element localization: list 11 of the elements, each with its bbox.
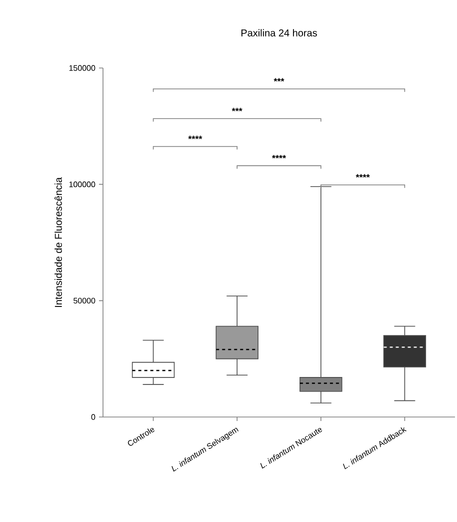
y-tick-label: 150000 [69, 65, 96, 71]
annotation: *** [274, 78, 284, 82]
y-tick-label: 100000 [69, 182, 96, 188]
y-axis-title: Intensidade de Fluorescência [54, 177, 62, 307]
y-tick-label: 50000 [74, 298, 96, 304]
annotation: *** [232, 108, 242, 112]
y-tick-label: 0 [91, 414, 96, 420]
annotation: **** [272, 154, 286, 158]
annotation: **** [188, 136, 202, 140]
chart-title: Paxilina 24 horas [241, 29, 317, 36]
annotation: **** [356, 174, 370, 178]
